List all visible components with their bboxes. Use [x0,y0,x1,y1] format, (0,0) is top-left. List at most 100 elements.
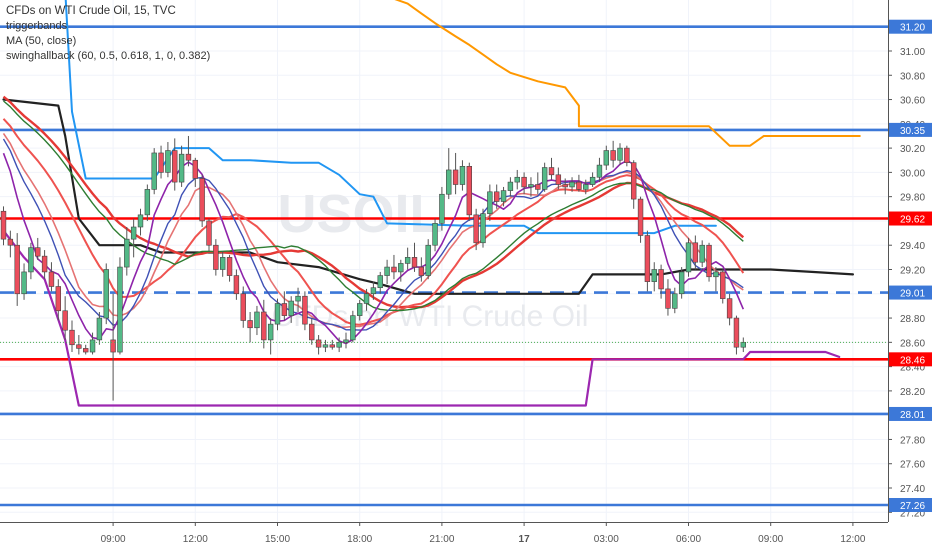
price-tick-label: 27.60 [900,460,925,471]
candle [699,240,705,268]
candle [603,145,610,170]
candle [672,287,678,314]
candle-body [261,311,267,341]
time-tick-label: 21:00 [429,534,454,545]
candle [55,279,62,321]
candle-body [548,167,555,176]
candle [384,259,390,285]
candle-body [692,242,699,263]
candle [562,178,568,195]
candle [439,186,445,231]
candle-body [185,153,192,161]
candle [473,208,479,251]
candle [226,254,233,282]
indicator-swinghallback[interactable]: swinghallback (60, 0.5, 0.618, 1, 0, 0.3… [6,50,211,62]
candle [493,184,500,209]
candle-body [315,339,322,348]
candle [713,267,719,292]
candle-body [624,147,630,163]
time-tick-label: 15:00 [265,534,290,545]
candle [528,177,534,197]
candle-body [425,244,431,276]
candle [322,339,329,353]
candle [651,262,657,292]
candle [692,235,699,270]
candle [637,196,644,243]
candle-body [281,303,288,316]
candle [41,250,48,280]
time-axis-bg [0,522,932,550]
candle-body [267,323,274,341]
candle-body [7,238,14,246]
candle [220,251,226,277]
candle-body [35,247,41,257]
candle-body [41,255,48,273]
candle [569,177,575,192]
candle [740,337,747,353]
indicator-triggerbands[interactable]: triggerbands [6,20,68,32]
indicator-line [2,98,855,295]
candle [514,169,520,190]
candle-body [726,298,733,319]
level-price-label: 30.35 [900,126,925,137]
candle-body [151,152,157,190]
candle [617,143,623,166]
candle [411,242,418,272]
watermark-ticker: USOIL [277,184,442,244]
candle-body [678,271,685,295]
candle [459,160,466,191]
indicator-ma[interactable]: MA (50, close) [6,35,77,47]
candle [452,152,459,195]
candle [315,335,322,355]
candle [14,233,20,306]
candle-body [589,176,596,185]
candle-body [350,315,356,341]
candle-body [466,166,472,216]
candle-body [233,275,240,295]
candle [89,332,96,355]
level-price-label: 29.62 [900,215,925,226]
candle-body [309,323,315,341]
candle-body [418,266,425,276]
candle-body [220,257,226,270]
price-tick-label: 30.20 [900,144,925,155]
chart-legend: CFDs on WTI Crude Oil, 15, TVC triggerba… [6,4,210,64]
candle-body [110,339,116,353]
candle [329,339,335,350]
candle-body [446,169,452,195]
candle [117,257,123,355]
candle-body [117,266,123,353]
price-tick-label: 30.60 [900,96,925,107]
time-tick-label: 09:00 [758,534,783,545]
candle-body [274,303,281,325]
candle-body [562,184,568,188]
candle-body [377,275,383,289]
candle-body [699,244,705,263]
time-tick-label: 09:00 [101,534,126,545]
candle-body [48,271,55,287]
candle-body [404,257,411,264]
indicator-line [394,0,861,147]
price-tick-label: 31.00 [900,47,925,58]
candle [192,157,198,187]
candle [658,264,664,299]
candle [267,318,274,355]
level-price-tag [889,211,932,226]
level-price-label: 31.20 [900,23,925,34]
candle-body [637,198,644,236]
candle-body [144,189,151,216]
candle-body [500,190,507,202]
candle-body [630,162,637,200]
level-price-label: 29.01 [900,289,925,300]
time-tick-label: 17 [519,534,531,545]
candle-body [617,147,623,161]
candle [213,239,219,276]
candle [733,315,740,355]
symbol-title[interactable]: CFDs on WTI Crude Oil, 15, TVC [6,5,176,17]
candle-body [720,271,726,299]
candle [35,237,41,260]
candle [404,247,411,270]
candle-body [644,235,651,282]
